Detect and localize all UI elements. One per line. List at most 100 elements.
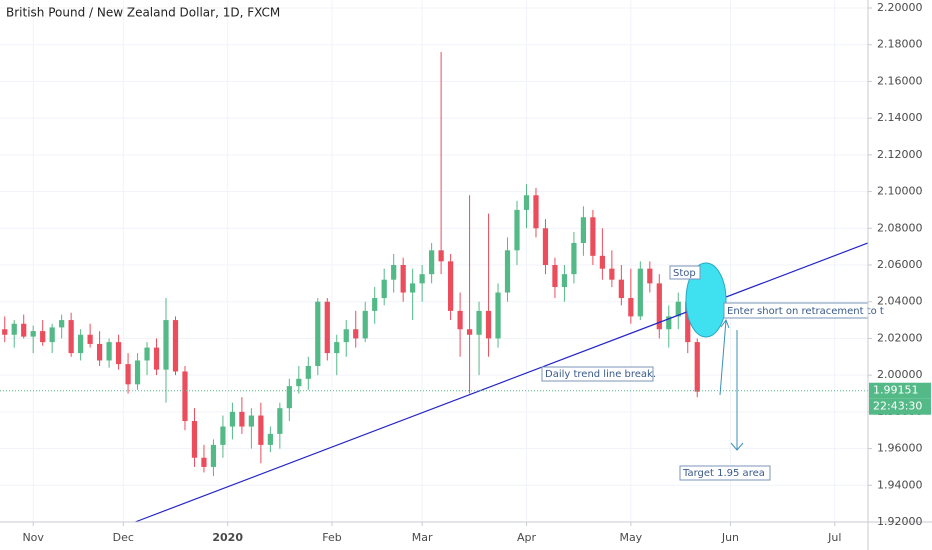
entry-label: Enter short on retracement to t: [727, 306, 884, 317]
y-tick-label: 2.04000: [877, 295, 923, 308]
candle-body: [153, 347, 160, 370]
stop-zone: [685, 262, 727, 338]
candle-body: [628, 298, 634, 317]
candle-body: [447, 261, 454, 311]
candle-body: [400, 265, 406, 293]
candle-body: [419, 274, 425, 284]
trend-line: [134, 242, 869, 523]
x-tick-label: Dec: [113, 531, 134, 544]
candle-body: [685, 301, 691, 343]
candle-body: [514, 209, 520, 251]
target-label: Target 1.95 area: [682, 468, 765, 479]
candle-body: [334, 342, 340, 354]
candle-body: [533, 195, 539, 229]
candle-body: [220, 426, 226, 445]
candle-body: [504, 250, 511, 293]
candle-body: [438, 250, 444, 262]
candle-body: [182, 371, 188, 422]
candle-body: [495, 292, 501, 339]
candle-body: [476, 310, 482, 335]
candle-body: [11, 323, 17, 335]
x-tick-label: Jul: [827, 531, 841, 544]
candle-body: [40, 331, 46, 343]
candle-body: [115, 342, 122, 365]
candle-body: [191, 421, 198, 458]
y-tick-label: 1.94000: [877, 478, 923, 491]
candle-body: [372, 298, 378, 311]
candle-body: [277, 408, 283, 434]
candle-body: [523, 195, 530, 210]
candle-body: [542, 228, 549, 265]
y-tick-label: 2.20000: [877, 1, 923, 14]
y-tick-label: 2.08000: [877, 221, 923, 234]
candle-body: [134, 360, 141, 385]
candle-body: [599, 255, 605, 269]
x-tick-label: 2020: [212, 531, 243, 544]
candle-body: [552, 265, 558, 288]
candle-body: [647, 268, 653, 284]
break-label: Daily trend line break.: [545, 369, 656, 380]
candle-body: [106, 342, 112, 361]
stop-label: Stop: [673, 268, 696, 279]
last-price-box: [869, 382, 931, 399]
candle-body: [201, 457, 207, 467]
candle-body: [78, 334, 84, 354]
candle-body: [59, 320, 65, 328]
candle-body: [571, 242, 577, 275]
countdown-label: 22:43:30: [873, 400, 922, 413]
target-arrow: [730, 330, 744, 451]
candle-body: [362, 310, 368, 339]
candle-body: [172, 320, 179, 372]
y-tick-label: 2.10000: [877, 185, 923, 198]
candle-body: [343, 329, 349, 343]
candle-body: [618, 279, 624, 299]
candle-body: [580, 217, 587, 243]
x-tick-label: Jun: [721, 531, 739, 544]
x-tick-label: Mar: [412, 531, 433, 544]
candle-body: [429, 250, 435, 275]
candle-body: [296, 378, 302, 387]
candle-body: [229, 411, 236, 427]
candle-body: [30, 331, 36, 337]
candle-body: [590, 217, 596, 256]
candle-body: [561, 274, 568, 288]
target-box: [679, 465, 771, 481]
y-tick-label: 2.14000: [877, 111, 923, 124]
y-tick-label: 2.12000: [877, 148, 923, 161]
y-tick-label: 1.96000: [877, 442, 923, 455]
stop-box: [669, 265, 701, 280]
candle-body: [210, 444, 217, 467]
candle-body: [248, 415, 254, 427]
candle-body: [305, 365, 311, 379]
y-tick-label: 2.02000: [877, 331, 923, 344]
candle-body: [485, 310, 492, 339]
candle-body: [353, 329, 359, 339]
candle-body: [21, 323, 27, 337]
candle-body: [2, 329, 8, 335]
candle-body: [96, 343, 103, 361]
candle-body: [391, 265, 397, 280]
y-tick-label: 1.92000: [877, 515, 923, 528]
candle-body: [267, 433, 273, 445]
entry-arrow: [719, 318, 730, 396]
x-tick-label: May: [619, 531, 642, 544]
candle-body: [68, 320, 74, 354]
x-tick-label: Feb: [322, 531, 341, 544]
candle-body: [324, 301, 330, 354]
x-tick-label: Apr: [517, 531, 537, 544]
candle-body: [239, 411, 245, 427]
candle-body: [675, 301, 681, 317]
countdown-box: [869, 398, 931, 415]
candle-body: [258, 415, 264, 445]
candle-body: [381, 279, 387, 299]
candle-body: [49, 327, 55, 343]
y-tick-label: 2.06000: [877, 258, 923, 271]
candle-body: [144, 347, 150, 361]
candle-body: [163, 320, 169, 370]
candle-body: [609, 268, 615, 280]
candle-body: [466, 329, 473, 335]
y-tick-label: 2.00000: [877, 368, 923, 381]
chart-title: British Pound / New Zealand Dollar, 1D, …: [6, 6, 280, 20]
